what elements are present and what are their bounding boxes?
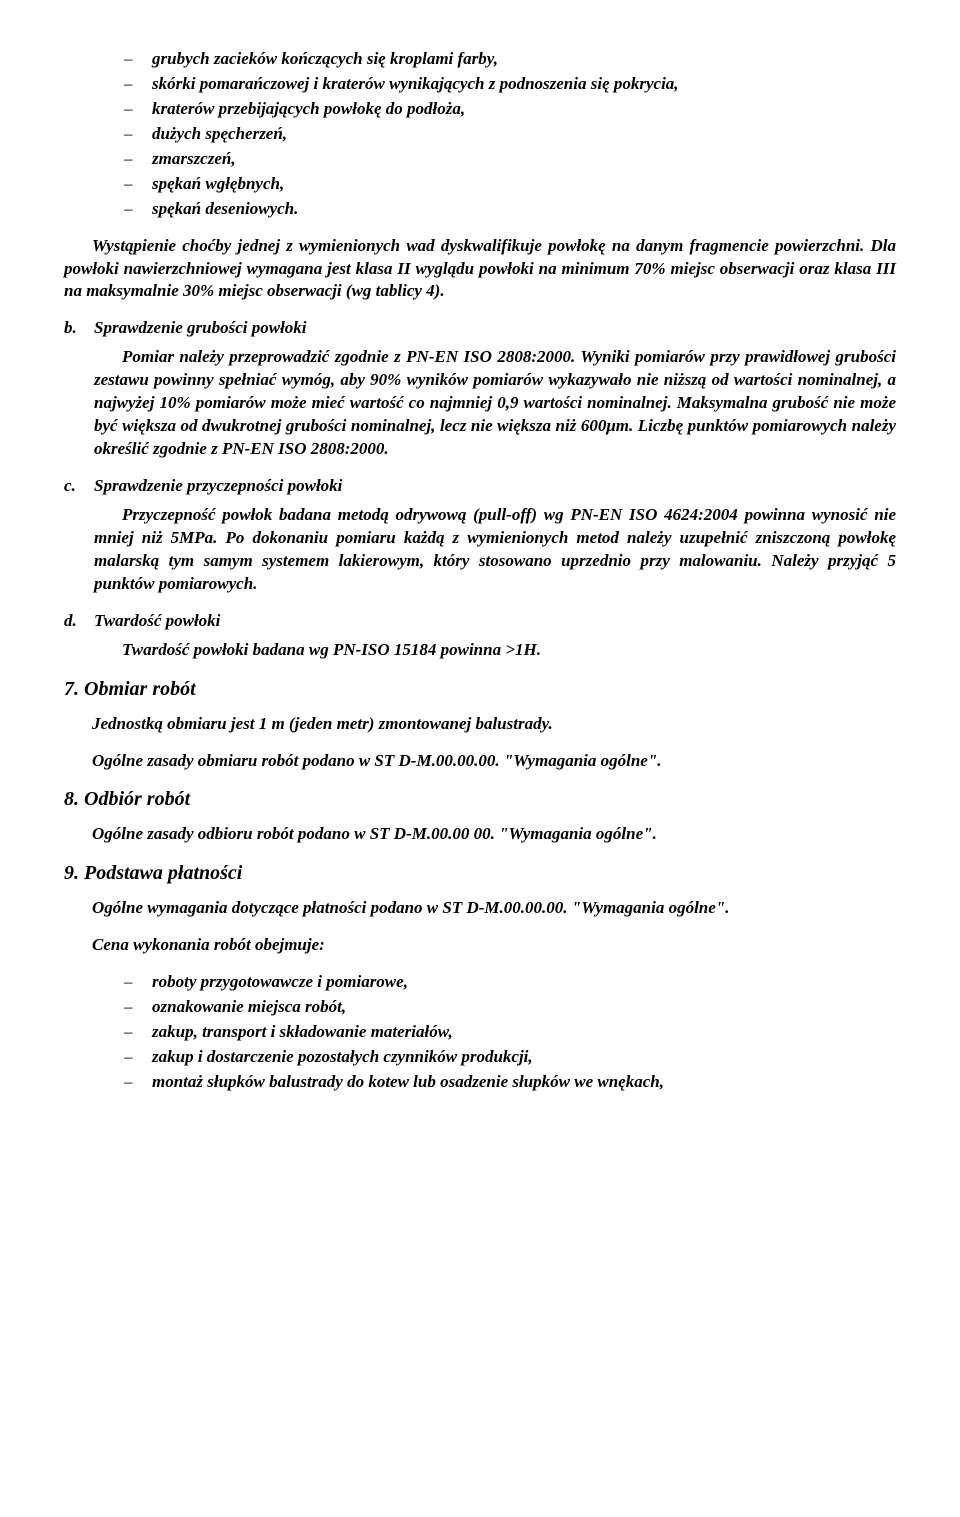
list-item: oznakowanie miejsca robót, <box>124 996 896 1019</box>
paragraph-defect-explanation: Wystąpienie choćby jednej z wymienionych… <box>64 235 896 304</box>
pricing-list: roboty przygotowawcze i pomiarowe, oznak… <box>64 971 896 1094</box>
list-item: zakup, transport i składowanie materiałó… <box>124 1021 896 1044</box>
letter-b-label: b. <box>64 317 94 340</box>
section-7-p1: Jednostką obmiaru jest 1 m (jeden metr) … <box>64 713 896 736</box>
letter-d-block: d. Twardość powłoki Twardość powłoki bad… <box>64 610 896 662</box>
list-item: grubych zacieków kończących się kroplami… <box>124 48 896 71</box>
letter-b-block: b. Sprawdzenie grubości powłoki Pomiar n… <box>64 317 896 461</box>
section-9-p2: Cena wykonania robót obejmuje: <box>64 934 896 957</box>
letter-d-title: Twardość powłoki <box>94 610 220 633</box>
letter-c-block: c. Sprawdzenie przyczepności powłoki Prz… <box>64 475 896 596</box>
list-item: spękań deseniowych. <box>124 198 896 221</box>
letter-c-label: c. <box>64 475 94 498</box>
letter-c-title: Sprawdzenie przyczepności powłoki <box>94 475 342 498</box>
list-item: montaż słupków balustrady do kotew lub o… <box>124 1071 896 1094</box>
list-item: kraterów przebijających powłokę do podło… <box>124 98 896 121</box>
letter-d-body: Twardość powłoki badana wg PN-ISO 15184 … <box>94 639 896 662</box>
list-item: roboty przygotowawcze i pomiarowe, <box>124 971 896 994</box>
letter-c-body: Przyczepność powłok badana metodą odrywo… <box>94 504 896 596</box>
letter-d-label: d. <box>64 610 94 633</box>
section-9-heading: 9. Podstawa płatności <box>64 860 896 887</box>
defect-list: grubych zacieków kończących się kroplami… <box>64 48 896 221</box>
section-8-heading: 8. Odbiór robót <box>64 786 896 813</box>
list-item: dużych spęcherzeń, <box>124 123 896 146</box>
letter-b-title: Sprawdzenie grubości powłoki <box>94 317 307 340</box>
section-7-p2: Ogólne zasady obmiaru robót podano w ST … <box>64 750 896 773</box>
list-item: zmarszczeń, <box>124 148 896 171</box>
section-9-p1: Ogólne wymagania dotyczące płatności pod… <box>64 897 896 920</box>
list-item: zakup i dostarczenie pozostałych czynnik… <box>124 1046 896 1069</box>
list-item: skórki pomarańczowej i kraterów wynikają… <box>124 73 896 96</box>
section-7-heading: 7. Obmiar robót <box>64 676 896 703</box>
list-item: spękań wgłębnych, <box>124 173 896 196</box>
section-8-p1: Ogólne zasady odbioru robót podano w ST … <box>64 823 896 846</box>
letter-b-body: Pomiar należy przeprowadzić zgodnie z PN… <box>94 346 896 461</box>
